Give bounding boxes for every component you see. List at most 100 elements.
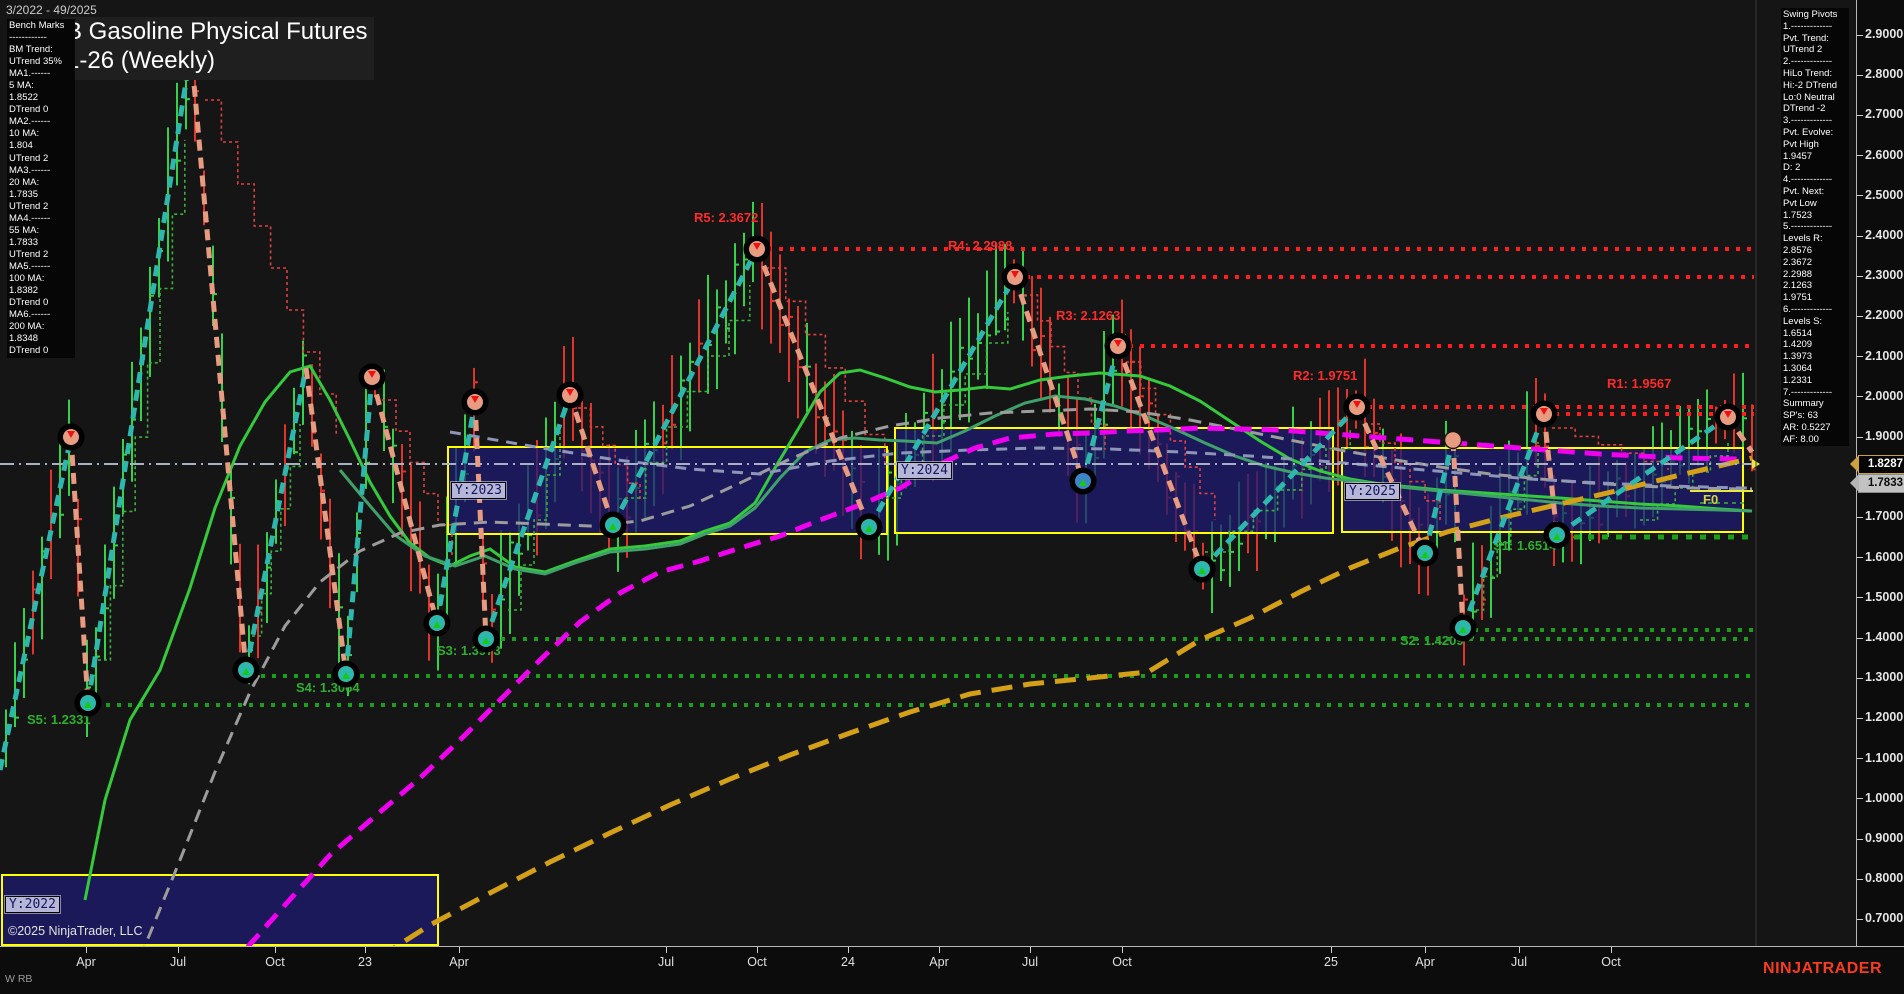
pivot-ring [1530, 400, 1558, 428]
pivot-high-arrow [368, 371, 376, 378]
pivot-low-arrow [242, 668, 250, 675]
resistance-label: R1: 1.9567 [1607, 376, 1671, 391]
price-axis-label: 1.5000 [1865, 589, 1904, 604]
price-axis-tick [1857, 838, 1863, 840]
zigzag-segment [303, 367, 349, 675]
time-axis-tick [848, 947, 849, 953]
bench-marks-line: MA4.------ [9, 212, 51, 224]
pivot-ring [556, 381, 584, 409]
bench-marks-line: 200 MA: [9, 321, 45, 333]
swing-pivots-line: Pvt Low [1783, 197, 1817, 209]
time-axis-tick [1030, 947, 1031, 953]
pivot-high-arrow [67, 431, 75, 438]
resistance-label: R5: 2.3672 [694, 210, 758, 225]
pivot-low-arrow [342, 672, 350, 679]
time-axis-tick [275, 947, 276, 953]
bench-marks-line: 1.8382 [9, 285, 39, 297]
price-axis-label: 2.1000 [1865, 348, 1904, 363]
pivot-low-arrow [433, 621, 441, 628]
swing-pivots-line: 2.1263 [1783, 280, 1813, 292]
bench-marks-indicator-panel: Bench Marks ------------ BM Trend: UTrend 3… [7, 19, 75, 359]
price-axis-label: 1.2000 [1865, 710, 1904, 725]
time-axis-tick [1611, 947, 1612, 953]
price-axis-tick [1857, 516, 1863, 518]
bench-marks-line: DTrend 0 [9, 104, 49, 116]
price-axis-label: 2.5000 [1865, 187, 1904, 202]
time-axis-label: Jul [1511, 955, 1527, 969]
zigzag-segment [85, 49, 194, 704]
bench-marks-line: DTrend 0 [9, 297, 49, 309]
price-axis-tick [1857, 235, 1863, 237]
copyright-text: ©2025 NinjaTrader, LLC [8, 924, 143, 938]
pivot-low-arrow [482, 637, 490, 644]
zigzag-segment [1541, 413, 1560, 536]
price-axis-label: 2.9000 [1865, 27, 1904, 41]
year-range-box [894, 427, 1334, 534]
swing-pivots-line: 7.------------- [1783, 386, 1833, 398]
time-axis-tick [666, 947, 667, 953]
bench-marks-line: UTrend 35% [9, 56, 62, 68]
zigzag-segment [754, 248, 872, 528]
year-range-box [447, 446, 888, 535]
time-axis-label: Oct [1112, 955, 1132, 969]
support-label: S5: 1.2331 [27, 712, 91, 727]
bench-marks-line: BM Trend: [9, 44, 53, 56]
resistance-label: R4: 2.2988 [948, 238, 1012, 253]
resistance-label: R2: 1.9751 [1293, 368, 1357, 383]
time-axis[interactable]: Apr Jul Oct 23 Apr Jul Oct 24 Apr Jul Oct 25 Apr Jul O… [0, 946, 1904, 994]
bench-marks-line: 10 MA: [9, 128, 40, 140]
trailing-step-line [1552, 427, 1669, 470]
zigzag-segment [1080, 345, 1121, 482]
swing-pivots-line: Levels S: [1783, 315, 1823, 327]
swing-pivots-line: Levels R: [1783, 233, 1823, 245]
swing-pivots-line: 1.3973 [1783, 351, 1813, 363]
price-chart-canvas[interactable]: R5: 2.3672 R4: 2.2988 R3: 2.1263 R2: 1.9751… [0, 0, 1856, 946]
price-axis-label: 2.2000 [1865, 308, 1904, 323]
swing-pivots-line: 2.3672 [1783, 256, 1813, 268]
trailing-step-line [205, 99, 337, 436]
trailing-step-line [1126, 361, 1216, 520]
time-axis-tick [1425, 947, 1426, 953]
price-axis-label: 1.3000 [1865, 670, 1904, 685]
zigzag-segment [483, 394, 573, 640]
gold-ma-line [392, 455, 1753, 946]
swing-pivots-line: 1.------------- [1783, 20, 1833, 32]
sea-green-ma-line [338, 394, 1753, 576]
pivot-ring [599, 511, 627, 539]
pivot-ring [1543, 521, 1571, 549]
resistance-label: R3: 2.1263 [1056, 308, 1120, 323]
trailing-step-line [252, 424, 301, 637]
trailing-step-line [382, 399, 453, 556]
symbol-period-label: W RB [5, 973, 33, 985]
price-axis-label: 2.7000 [1865, 107, 1904, 122]
chart-plot-area[interactable]: R5: 2.3672 R4: 2.2988 R3: 2.1263 R2: 1.9751… [0, 0, 1856, 946]
visible-date-range: 3/2022 - 49/2025 [6, 3, 97, 17]
time-axis-tick [459, 947, 460, 953]
instrument-title-line2: 1-26 (Weekly) [66, 47, 215, 74]
price-axis-tick [1857, 275, 1863, 277]
time-axis-tick [1331, 947, 1332, 953]
time-axis-label: Apr [929, 955, 949, 969]
swing-pivots-line: 5.------------- [1783, 221, 1833, 233]
pivot-low-arrow [1553, 533, 1561, 540]
swing-pivots-line: Pvt. Evolve: [1783, 126, 1834, 138]
pivot-ring [358, 363, 386, 391]
zigzag-segment [68, 436, 91, 704]
swing-pivots-line: Hi:-2 DTrend [1783, 79, 1838, 91]
pivot-ring [743, 235, 771, 263]
zigzag-segment [866, 275, 1018, 529]
bench-marks-line: Bench Marks [9, 20, 65, 31]
price-axis-tick [1857, 878, 1863, 880]
price-axis-label: 1.6000 [1865, 549, 1904, 564]
time-axis-label: Jul [658, 955, 674, 969]
pivot-low-arrow [609, 523, 617, 530]
swing-pivots-line: D: 2 [1783, 162, 1801, 174]
time-axis-label: Oct [265, 955, 285, 969]
price-axis-tick [1857, 74, 1863, 76]
swing-pivots-line: AR: 0.5227 [1783, 421, 1831, 433]
bench-marks-line: 1.8522 [9, 92, 39, 104]
swing-pivots-line: HiLo Trend: [1783, 67, 1833, 79]
pivot-low-arrow [1459, 626, 1467, 633]
bench-marks-line: MA5.------ [9, 260, 51, 272]
swing-pivots-line: 2.2988 [1783, 268, 1813, 280]
